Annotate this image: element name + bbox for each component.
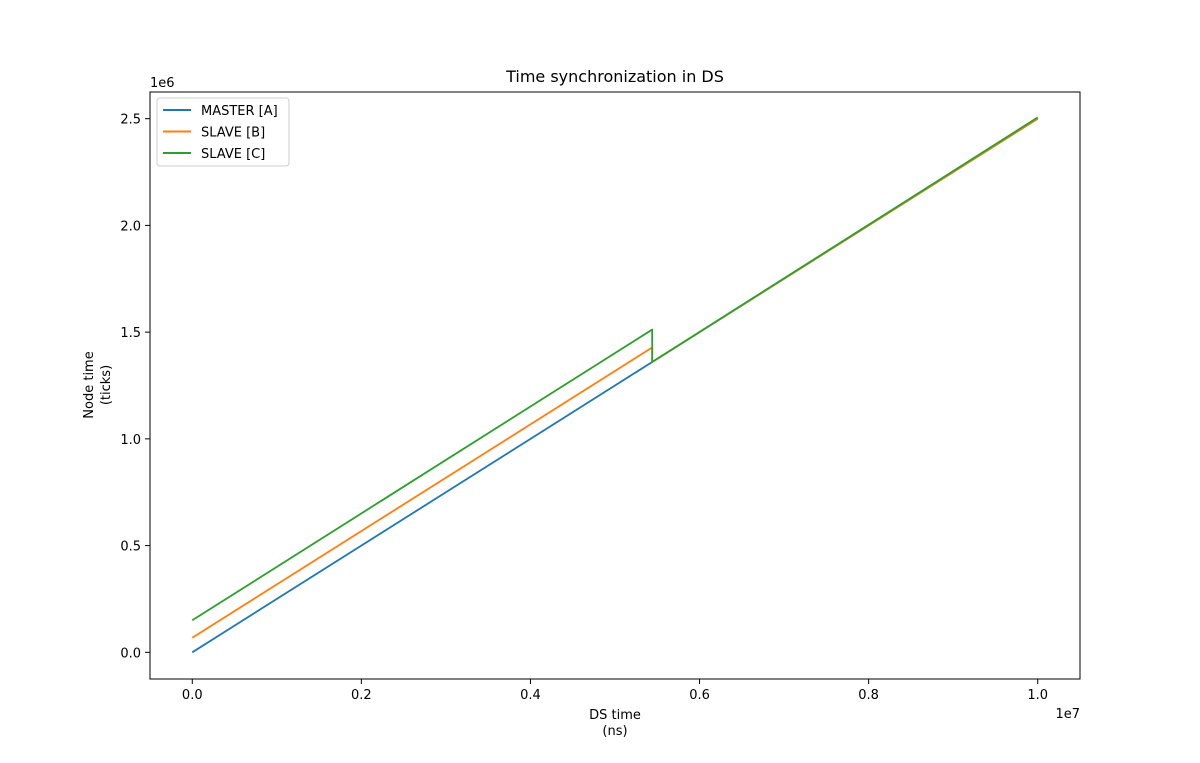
x-tick-label: 0.2 [351,688,372,703]
y-tick-label: 1.5 [120,326,141,341]
x-axis-label: DS time [589,708,641,723]
x-axis-ticks: 0.0 0.2 0.4 0.6 0.8 1.0 [182,679,1048,703]
plot-area: 0.0 0.2 0.4 0.6 0.8 1.0 0.0 0.5 1.0 1.5 2.0 2.5 [120,91,1081,703]
x-tick-label: 0.6 [689,688,710,703]
x-axis-unit: (ns) [602,724,627,739]
legend-items: MASTER [A] SLAVE [B] SLAVE [C] [163,104,278,162]
legend-box [156,97,290,167]
y-tick-label: 1.0 [120,433,141,448]
y-axis-ticks: 0.0 0.5 1.0 1.5 2.0 2.5 [120,113,150,661]
series-layer [191,116,1039,654]
x-offset-text: 1e7 [1055,707,1080,722]
legend-label-0: MASTER [A] [201,104,278,119]
y-axis-label: Node time [82,351,97,418]
x-tick-label: 0.8 [858,688,879,703]
y-offset-text: 1e6 [150,76,175,91]
legend: MASTER [A] SLAVE [B] SLAVE [C] [156,97,290,167]
x-tick-label: 0.4 [520,688,541,703]
chart-title: Time synchronization in DS [505,67,724,86]
legend-label-1: SLAVE [B] [201,126,265,141]
y-tick-label: 2.5 [120,113,141,128]
y-tick-label: 0.0 [120,646,141,661]
legend-label-2: SLAVE [C] [201,147,265,162]
series-line-2 [191,116,1039,622]
y-axis-unit: (ticks) [99,365,114,405]
x-tick-label: 1.0 [1027,688,1048,703]
y-tick-label: 2.0 [120,219,141,234]
y-tick-label: 0.5 [120,540,141,555]
x-tick-label: 0.0 [182,688,203,703]
